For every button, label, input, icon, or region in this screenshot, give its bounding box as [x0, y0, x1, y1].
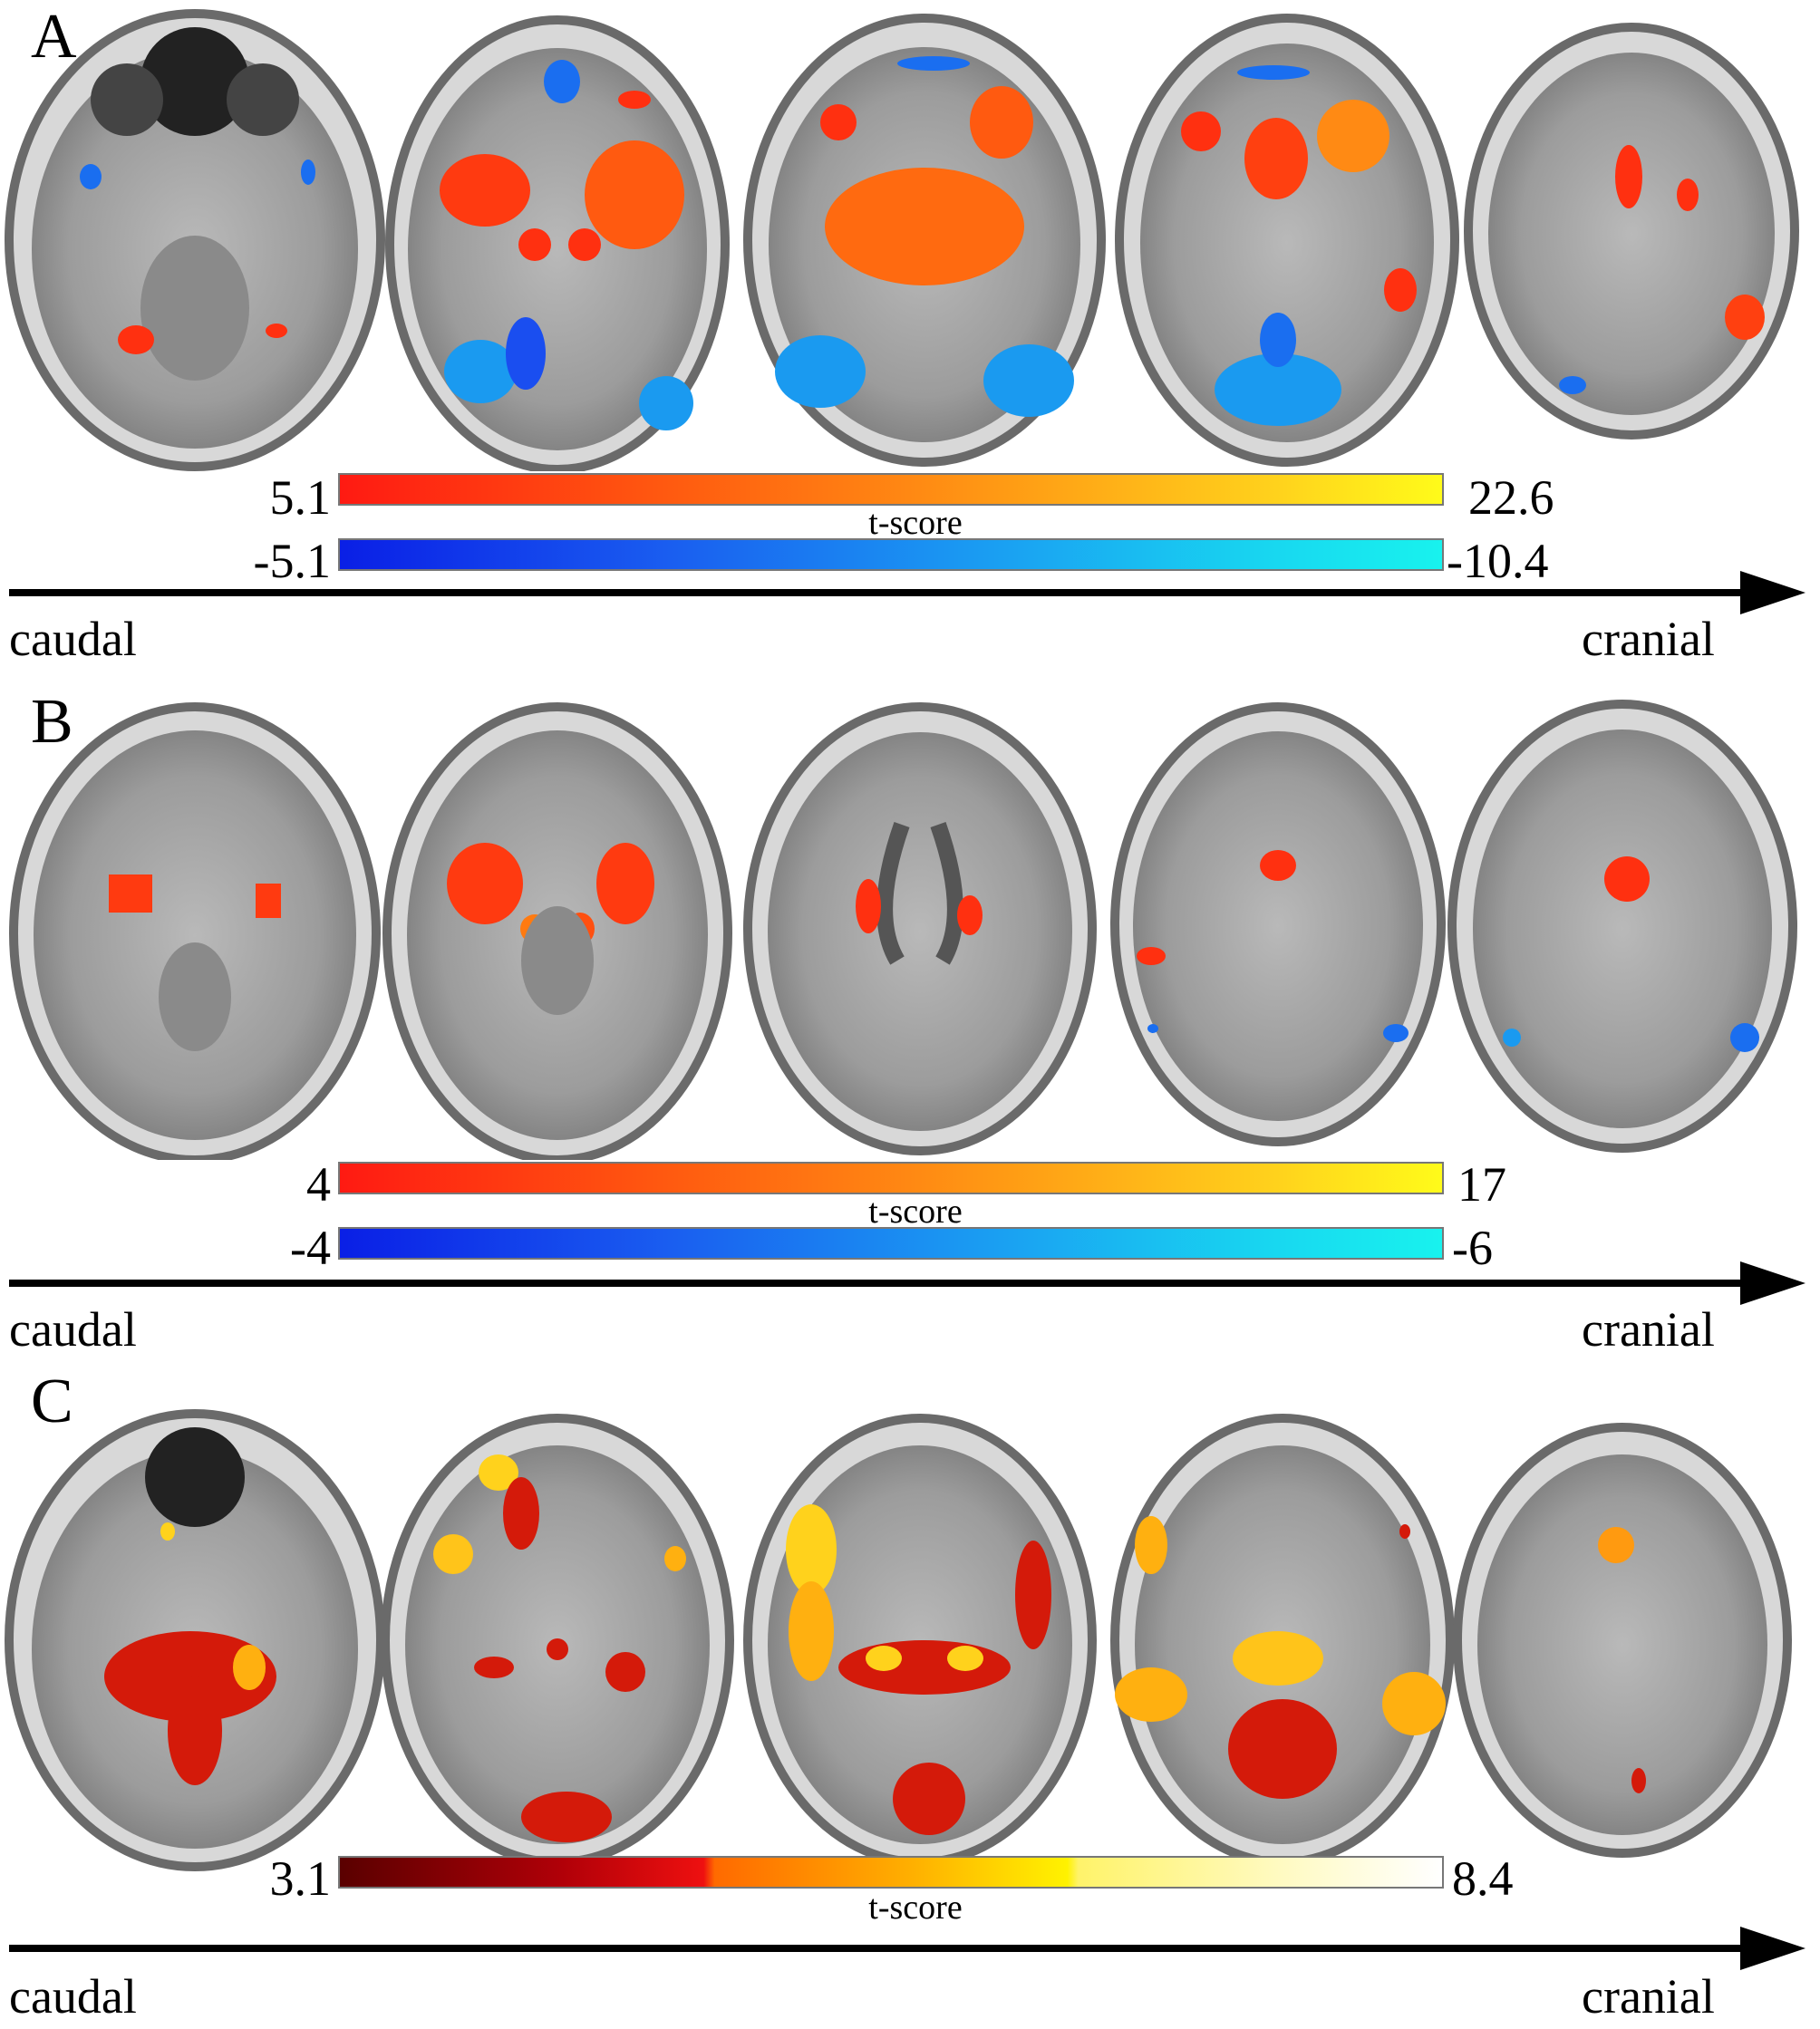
colorbar-positive-min-label: 4	[306, 1157, 331, 1212]
colorbar-negative-max-label: -10.4	[1447, 534, 1549, 588]
colorbar-title: t-score	[868, 1193, 963, 1231]
axis-arrow-line	[9, 1945, 1749, 1952]
brain-slice	[1115, 14, 1459, 467]
colorbar-positive-max-label: 22.6	[1468, 470, 1554, 525]
colorbar-positive-min-label: 5.1	[269, 470, 332, 525]
brain-slice	[5, 1409, 385, 1871]
axis-label-right: cranial	[1582, 1302, 1715, 1357]
axis-label-left: caudal	[9, 1969, 137, 2024]
colorbar-negative	[338, 538, 1444, 571]
axis-label-left: caudal	[9, 1302, 137, 1357]
brain-slice	[1447, 700, 1797, 1153]
colorbar-title: t-score	[868, 1889, 963, 1927]
axis-arrow-head	[1740, 571, 1805, 614]
colorbar-positive	[338, 473, 1444, 506]
colorbar-negative-max-label: -6	[1452, 1221, 1493, 1275]
panel-letter: B	[31, 687, 73, 757]
brain-slice	[9, 702, 381, 1160]
colorbar-positive	[338, 1162, 1444, 1194]
colorbar-negative-min-label: -4	[290, 1221, 331, 1275]
panel-c: C	[0, 1368, 1820, 2029]
axis-arrow-head	[1740, 1927, 1805, 1970]
axis-arrow-line	[9, 589, 1749, 596]
brain-slice	[1110, 1414, 1455, 1867]
axis-label-left: caudal	[9, 612, 137, 666]
colorbar-title: t-score	[868, 504, 963, 542]
brain-slice	[743, 1414, 1097, 1867]
brain-slices-row	[5, 1409, 1792, 1871]
brain-slice	[1464, 23, 1799, 440]
colorbar-negative	[338, 1227, 1444, 1260]
colorbar-negative-min-label: -5.1	[253, 534, 331, 588]
panel-letter: A	[31, 2, 77, 72]
brain-slice	[1110, 702, 1446, 1146]
axis-label-right: cranial	[1582, 612, 1715, 666]
axis-arrow-line	[9, 1280, 1749, 1287]
brain-slice	[5, 9, 385, 471]
brain-slices-row	[9, 700, 1797, 1160]
brain-slice	[381, 1414, 734, 1867]
colorbar-positive-max-label: 8.4	[1452, 1851, 1514, 1906]
axis-label-right: cranial	[1582, 1969, 1715, 2024]
colorbar-positive	[338, 1856, 1444, 1889]
panel-a: A	[0, 0, 1820, 666]
brain-slice	[382, 702, 732, 1160]
brain-slice	[743, 14, 1106, 467]
colorbar-positive-min-label: 3.1	[269, 1851, 332, 1906]
brain-slice	[743, 702, 1097, 1155]
panel-b: B	[0, 689, 1820, 1364]
colorbar-positive-max-label: 17	[1457, 1157, 1506, 1212]
axis-arrow-head	[1740, 1261, 1805, 1305]
brain-slices-row	[5, 9, 1799, 471]
panel-letter: C	[31, 1367, 73, 1436]
brain-slice	[1453, 1423, 1792, 1858]
brain-slice	[385, 15, 730, 471]
